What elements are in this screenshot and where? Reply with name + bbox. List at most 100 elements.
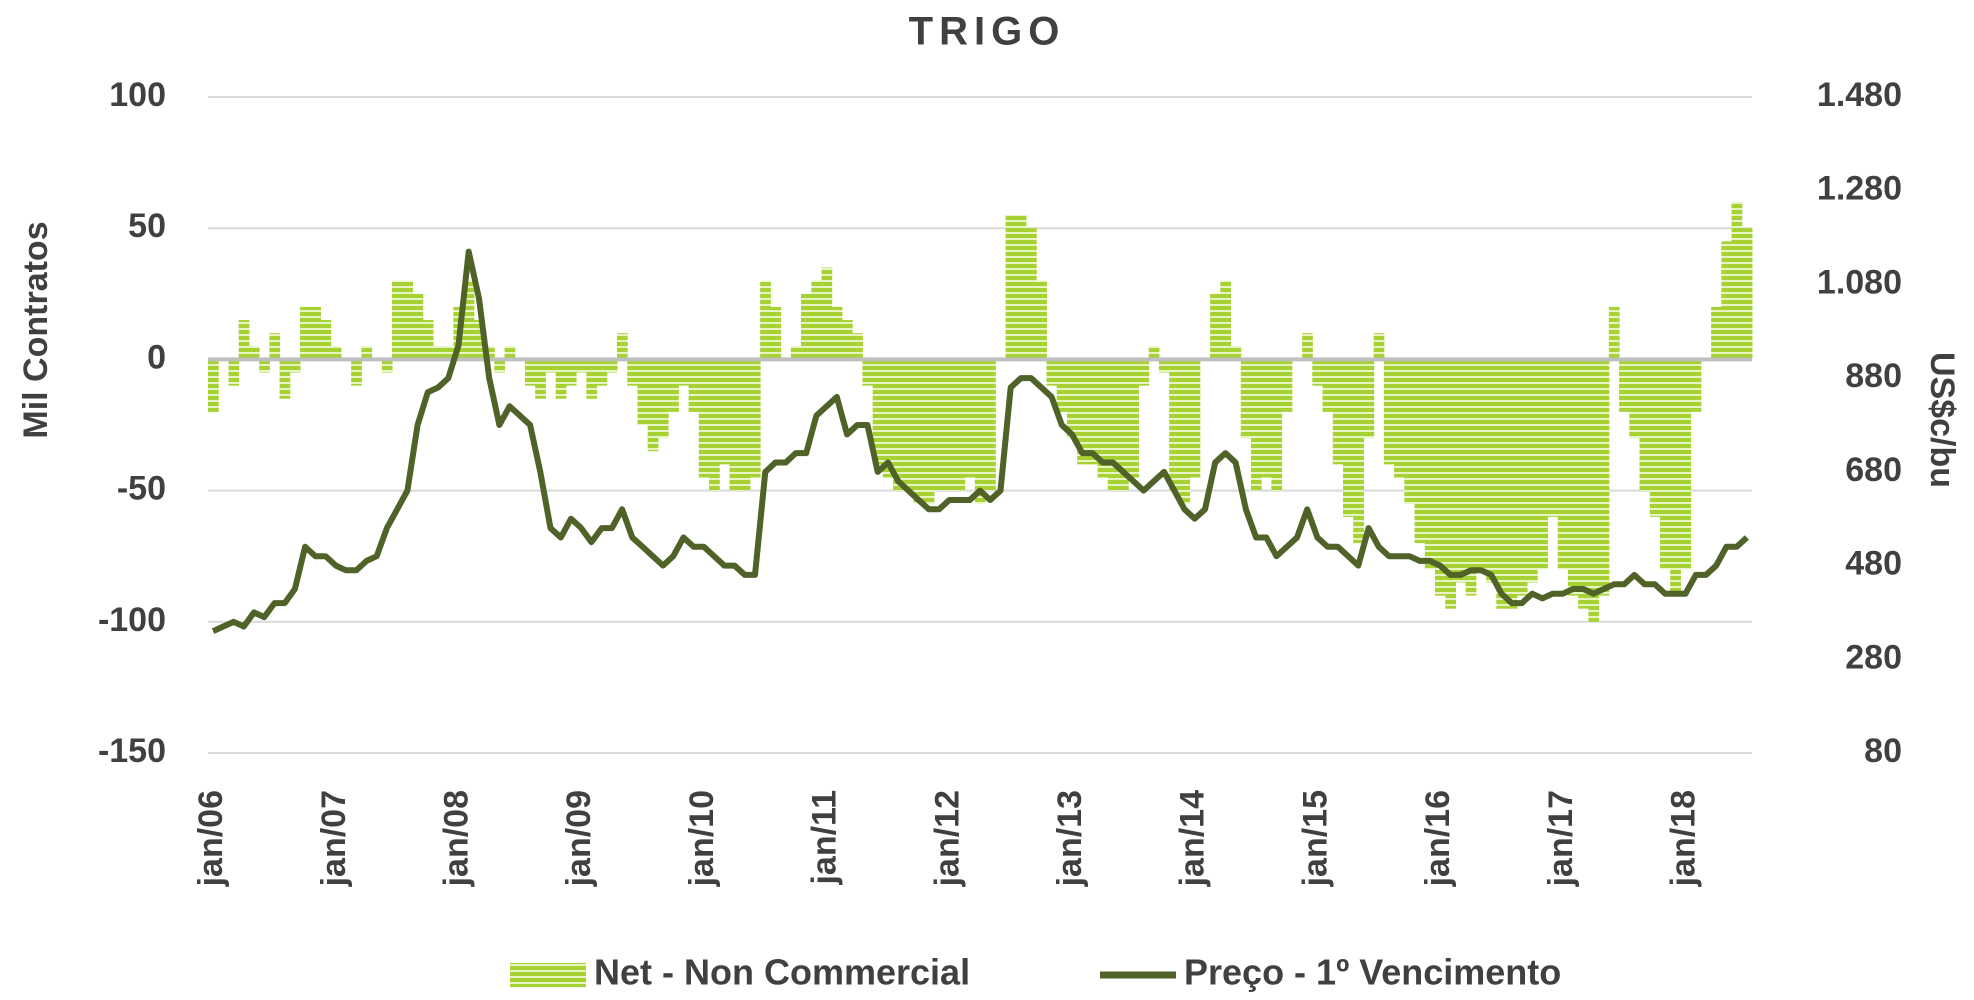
bar bbox=[259, 359, 270, 373]
bar bbox=[1097, 359, 1109, 478]
bar bbox=[1394, 359, 1405, 478]
x-tick-label: jan/12 bbox=[928, 790, 966, 887]
bar bbox=[392, 280, 403, 360]
bar bbox=[381, 359, 393, 373]
bar bbox=[974, 359, 986, 504]
x-tick-label: jan/11 bbox=[806, 790, 844, 886]
bar bbox=[1619, 359, 1630, 412]
bar bbox=[1567, 359, 1579, 596]
bar bbox=[790, 346, 802, 360]
bar bbox=[208, 359, 219, 412]
bar bbox=[749, 359, 761, 478]
bar bbox=[1066, 359, 1078, 439]
bar bbox=[1138, 359, 1150, 386]
x-tick-label: jan/14 bbox=[1174, 790, 1212, 887]
bar bbox=[1281, 359, 1293, 412]
bar bbox=[1741, 228, 1753, 360]
legend-swatch bbox=[510, 963, 586, 987]
bar bbox=[1036, 280, 1047, 360]
bar bbox=[1557, 359, 1569, 570]
bar bbox=[811, 280, 823, 360]
bar bbox=[1015, 215, 1027, 360]
bar bbox=[1465, 359, 1477, 596]
y-tick-label: -50 bbox=[117, 470, 166, 508]
bar bbox=[893, 359, 904, 491]
bar bbox=[586, 359, 598, 399]
bar bbox=[1424, 359, 1436, 570]
bar bbox=[596, 359, 608, 386]
y2-tick-label: 1.480 bbox=[1817, 76, 1902, 114]
bar bbox=[913, 359, 925, 504]
bar bbox=[289, 359, 301, 373]
bar bbox=[1527, 359, 1538, 583]
bar bbox=[402, 280, 414, 360]
bar bbox=[576, 359, 587, 373]
bar bbox=[882, 359, 894, 478]
bar bbox=[657, 359, 669, 439]
bar bbox=[1087, 359, 1099, 465]
bar bbox=[1342, 359, 1354, 517]
bar bbox=[238, 320, 250, 360]
bar bbox=[760, 280, 771, 360]
bar bbox=[1118, 359, 1129, 491]
bar bbox=[739, 359, 751, 491]
bar bbox=[1537, 359, 1548, 570]
x-tick-label: jan/09 bbox=[560, 790, 598, 887]
bar bbox=[1475, 359, 1487, 570]
bar bbox=[1322, 359, 1334, 412]
y-tick-label: -100 bbox=[98, 601, 166, 639]
bar bbox=[1056, 359, 1068, 412]
y2-tick-label: 680 bbox=[1845, 451, 1902, 489]
bar bbox=[1220, 280, 1232, 360]
legend-label: Preço - 1º Vencimento bbox=[1184, 952, 1561, 993]
bar bbox=[841, 320, 853, 360]
bar bbox=[852, 333, 863, 360]
bar bbox=[1353, 359, 1364, 544]
bar bbox=[1506, 359, 1518, 609]
bar bbox=[1128, 359, 1139, 478]
bar bbox=[954, 359, 966, 491]
x-tick-label: jan/16 bbox=[1419, 790, 1457, 887]
x-tick-label: jan/13 bbox=[1051, 790, 1089, 887]
bar bbox=[1445, 359, 1456, 609]
bar bbox=[1629, 359, 1641, 439]
bar bbox=[1486, 359, 1497, 583]
bar bbox=[1721, 241, 1733, 360]
bar bbox=[228, 359, 240, 386]
bar bbox=[1373, 333, 1385, 360]
bar bbox=[709, 359, 720, 491]
y-tick-label: -150 bbox=[98, 732, 166, 770]
bar bbox=[1404, 359, 1416, 504]
y-tick-label: 50 bbox=[128, 207, 166, 245]
legend-label: Net - Non Commercial bbox=[594, 952, 970, 993]
x-tick-label: jan/08 bbox=[438, 790, 476, 887]
bar bbox=[617, 333, 628, 360]
y-tick-label: 0 bbox=[147, 338, 166, 376]
y2-tick-label: 1.280 bbox=[1817, 170, 1902, 208]
bar bbox=[1332, 359, 1344, 465]
bar bbox=[1659, 359, 1671, 570]
bar bbox=[1107, 359, 1119, 491]
y2-tick-label: 1.080 bbox=[1817, 263, 1902, 301]
bar bbox=[1598, 359, 1610, 596]
bar bbox=[535, 359, 546, 399]
bar bbox=[719, 359, 730, 465]
y2-tick-label: 880 bbox=[1845, 357, 1902, 395]
bar bbox=[351, 359, 362, 386]
bar bbox=[1516, 359, 1528, 596]
bar bbox=[1271, 359, 1283, 491]
x-tick-label: jan/18 bbox=[1665, 790, 1703, 887]
bar bbox=[1608, 306, 1620, 360]
bar bbox=[1026, 228, 1037, 360]
bar bbox=[903, 359, 915, 491]
bar bbox=[1077, 359, 1088, 465]
bar bbox=[923, 359, 935, 504]
x-tick-label: jan/07 bbox=[315, 790, 353, 887]
bar bbox=[933, 359, 945, 491]
bar bbox=[555, 359, 567, 399]
line bbox=[211, 248, 1749, 634]
bar bbox=[545, 359, 557, 373]
y-axis-title: Mil Contratos bbox=[17, 221, 55, 438]
bar bbox=[269, 333, 281, 360]
